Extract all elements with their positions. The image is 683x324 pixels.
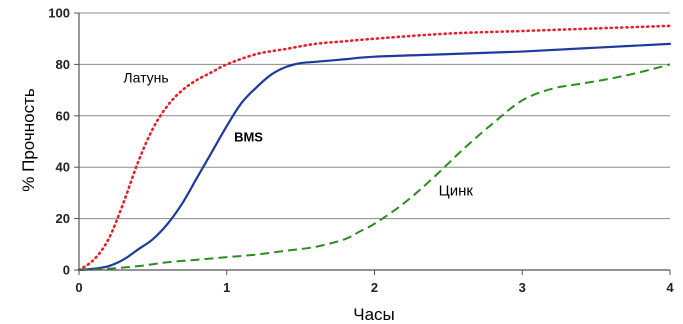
y-tick-label-40: 40	[56, 160, 70, 175]
series-line-zinc	[78, 63, 671, 271]
series-line-brass	[77, 24, 672, 272]
x-tick-label-1: 1	[223, 280, 230, 295]
x-tick-label-3: 3	[519, 280, 526, 295]
annotation-layer: Латунь BMS Цинк	[123, 69, 473, 199]
y-tick-label-0: 0	[63, 263, 70, 278]
ticks-layer: 0 20 40 60 80 100 0 1 2 3 4	[48, 6, 674, 296]
axes-layer	[78, 13, 670, 271]
y-tick-label-20: 20	[56, 211, 70, 226]
annotation-zinc: Цинк	[439, 182, 474, 199]
y-axis-title: % Прочность	[19, 88, 38, 192]
grid-layer	[79, 12, 670, 220]
series-line-bms	[77, 42, 672, 272]
y-tick-label-80: 80	[56, 57, 70, 72]
annotation-brass: Латунь	[123, 69, 168, 85]
x-tick-label-2: 2	[371, 280, 378, 295]
y-tick-label-100: 100	[48, 6, 70, 21]
x-axis-title: Часы	[353, 305, 395, 324]
annotation-bms: BMS	[234, 130, 263, 145]
x-tick-label-0: 0	[75, 280, 82, 295]
series-layer	[77, 24, 672, 272]
y-tick-label-60: 60	[56, 108, 70, 123]
x-tick-label-4: 4	[666, 280, 674, 295]
